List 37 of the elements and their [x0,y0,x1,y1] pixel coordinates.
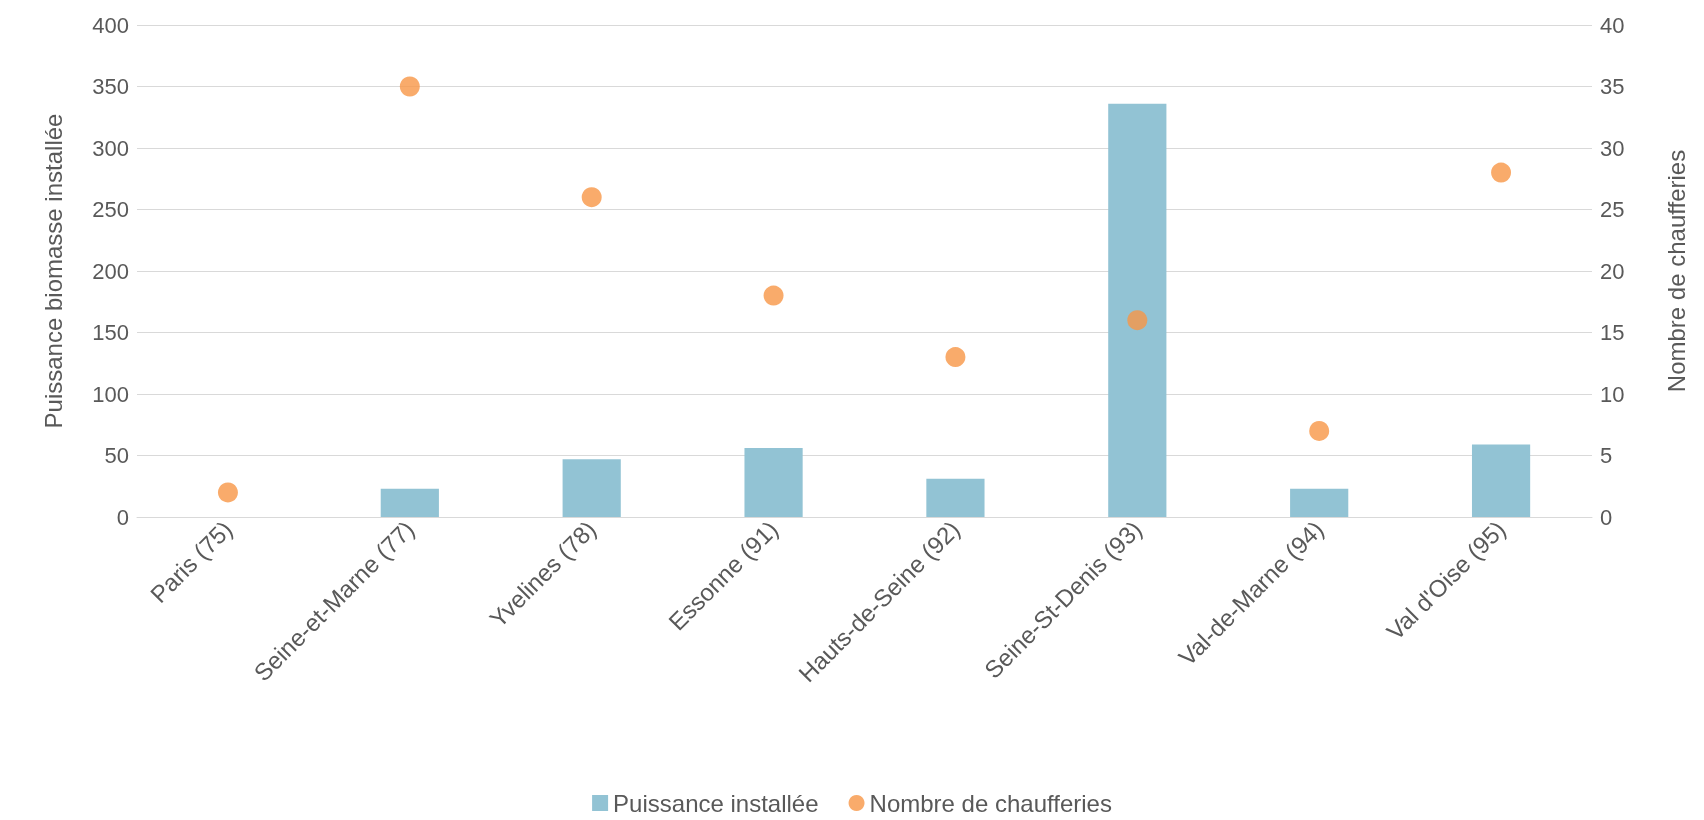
bar [562,459,621,517]
bar [1108,103,1167,517]
y2-tick-label: 10 [1600,381,1625,407]
y-tick-label: 400 [92,12,129,38]
y-tick-label: 300 [92,135,129,161]
y-tick-label: 100 [92,381,129,407]
point [945,347,966,368]
y-tick-label: 0 [116,504,129,530]
y2-tick-label: 30 [1600,135,1625,161]
y-tick-label: 250 [92,197,129,222]
legend-label: Nombre de chaufferies [869,789,1112,817]
bar [1290,488,1349,517]
point [217,482,238,503]
point [763,285,784,306]
y2-tick-label: 15 [1600,320,1625,345]
legend-label: Puissance installée [613,789,819,817]
point [1309,420,1330,441]
point [399,76,420,97]
point [581,187,602,208]
y-tick-label: 150 [92,320,129,345]
y2-tick-label: 20 [1600,258,1625,284]
bar [1471,444,1531,517]
y-tick-label: 200 [92,258,129,284]
y2-tick-label: 25 [1600,197,1625,222]
bar [380,488,439,517]
y-tick-label: 350 [92,74,129,99]
point [1127,310,1148,331]
y2-tick-label: 5 [1600,443,1613,468]
y2-tick-label: 0 [1600,504,1613,530]
y2-tick-label: 35 [1600,74,1625,99]
y-tick-label: 50 [104,443,129,468]
bar [926,478,985,517]
point [1491,162,1512,183]
y-axis-title: Puissance biomasse installée [39,113,67,429]
y2-tick-label: 40 [1600,12,1625,38]
bar [744,448,803,517]
y2-axis-title: Nombre de chaufferies [1662,149,1690,393]
